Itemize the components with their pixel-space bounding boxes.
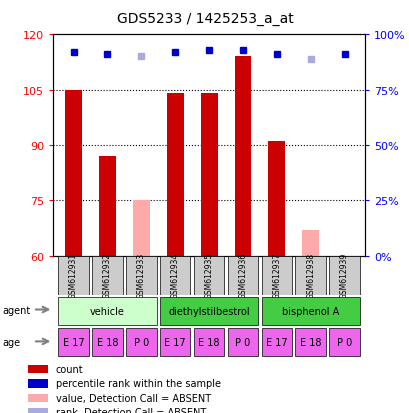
Text: agent: agent	[2, 306, 30, 316]
Bar	[261, 297, 359, 325]
Bar	[92, 256, 122, 295]
Text: bisphenol A: bisphenol A	[281, 306, 339, 316]
Bar	[58, 256, 89, 295]
Text: P 0: P 0	[235, 337, 250, 347]
Bar	[126, 256, 156, 295]
Bar	[261, 328, 291, 356]
Bar	[65, 90, 82, 256]
Text: E 18: E 18	[299, 337, 321, 347]
Bar	[166, 94, 183, 256]
Text: E 17: E 17	[164, 337, 186, 347]
Bar	[160, 256, 190, 295]
Text: P 0: P 0	[133, 337, 148, 347]
Bar	[193, 256, 224, 295]
Bar	[268, 142, 285, 256]
Text: age: age	[2, 337, 20, 347]
Bar	[301, 230, 318, 256]
Bar	[99, 157, 116, 256]
Bar	[133, 201, 149, 256]
Text: GSM612931: GSM612931	[69, 253, 78, 299]
Text: E 17: E 17	[265, 337, 287, 347]
Bar	[28, 365, 48, 373]
Bar	[160, 328, 190, 356]
Bar	[28, 379, 48, 388]
Bar	[28, 394, 48, 402]
Bar	[28, 408, 48, 413]
Text: GSM612938: GSM612938	[306, 253, 315, 299]
Bar	[58, 297, 156, 325]
Bar	[58, 328, 89, 356]
Text: GSM612932: GSM612932	[103, 253, 112, 299]
Text: GSM612939: GSM612939	[339, 253, 348, 299]
Text: E 18: E 18	[198, 337, 219, 347]
Bar	[92, 328, 122, 356]
Text: GDS5233 / 1425253_a_at: GDS5233 / 1425253_a_at	[116, 12, 293, 26]
Text: percentile rank within the sample: percentile rank within the sample	[56, 378, 220, 389]
Text: value, Detection Call = ABSENT: value, Detection Call = ABSENT	[56, 393, 210, 403]
Text: E 17: E 17	[63, 337, 84, 347]
Bar	[227, 328, 258, 356]
Text: GSM612936: GSM612936	[238, 253, 247, 299]
Text: vehicle: vehicle	[90, 306, 125, 316]
Text: count: count	[56, 364, 83, 374]
Bar	[328, 256, 359, 295]
Text: E 18: E 18	[97, 337, 118, 347]
Bar	[227, 256, 258, 295]
Bar	[193, 328, 224, 356]
Bar	[200, 94, 217, 256]
Text: GSM612935: GSM612935	[204, 253, 213, 299]
Text: GSM612933: GSM612933	[137, 253, 146, 299]
Bar	[160, 297, 258, 325]
Bar	[295, 328, 325, 356]
Bar	[328, 328, 359, 356]
Bar	[234, 57, 251, 256]
Text: diethylstilbestrol: diethylstilbestrol	[168, 306, 249, 316]
Text: P 0: P 0	[336, 337, 351, 347]
Text: rank, Detection Call = ABSENT: rank, Detection Call = ABSENT	[56, 408, 205, 413]
Bar	[261, 256, 291, 295]
Bar	[126, 328, 156, 356]
Bar	[295, 256, 325, 295]
Text: GSM612937: GSM612937	[272, 253, 281, 299]
Text: GSM612934: GSM612934	[170, 253, 179, 299]
